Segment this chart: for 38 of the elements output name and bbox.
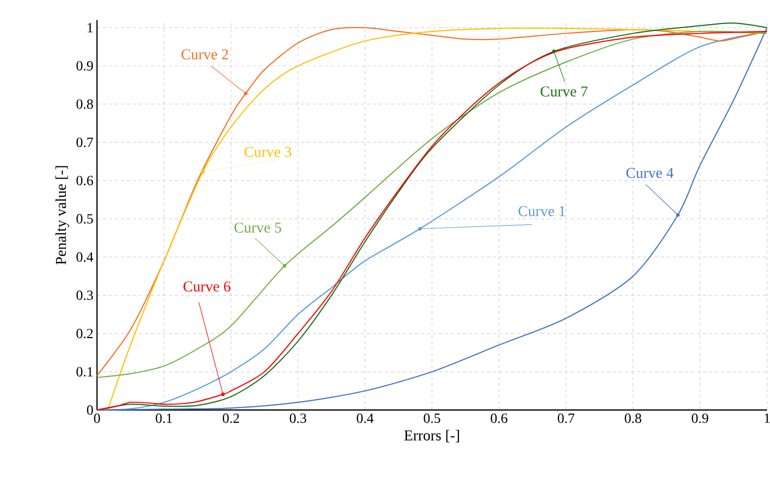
y-tick-label: 0.5 <box>76 214 93 224</box>
text: Curve 6 <box>184 281 230 292</box>
x-tick-label: 0.2 <box>222 414 239 424</box>
series-label: Curve 3 <box>244 146 292 157</box>
point <box>676 213 680 217</box>
x-tick-label: 0.3 <box>290 414 306 424</box>
y-tick-label: 0.7 <box>76 138 94 148</box>
y-tick-label: 0.8 <box>76 99 93 109</box>
point <box>552 50 556 54</box>
y-axis-title: Penalty value [-] <box>55 166 70 265</box>
x-tick-label: 0.9 <box>692 414 708 424</box>
y-tick-label: 1 <box>88 23 93 32</box>
y-tick-label: 0.6 <box>76 176 94 186</box>
text: Curve 2 <box>182 49 228 60</box>
series-label: Curve 5 <box>234 222 282 233</box>
legend-label: Curve 7 <box>540 86 588 97</box>
text: Curve 1 <box>518 206 565 216</box>
y-tick-label: 0.2 <box>76 328 93 338</box>
x-tick-label: 0.8 <box>624 414 642 424</box>
point <box>221 392 225 396</box>
point <box>201 170 205 174</box>
x-tick-label: 1 <box>764 414 770 423</box>
y-tick-label: 0.1 <box>76 367 93 377</box>
y-tick-label: 0.4 <box>76 252 94 262</box>
series-label: Curve 4 <box>626 168 674 178</box>
point <box>244 92 248 96</box>
y-tick-label: 0.9 <box>76 61 93 71</box>
x-tick-label: 0.6 <box>490 414 508 424</box>
y-tick-label: 0 <box>87 405 93 415</box>
x-tick-label: 0.4 <box>356 414 374 424</box>
x-tick-label: 0.7 <box>558 414 574 424</box>
x-tick-label: 0 <box>94 414 100 423</box>
x-tick-label: 0.1 <box>156 414 172 424</box>
x-tick-label: 0.5 <box>424 414 440 424</box>
y-tick-label: 0.3 <box>76 290 93 300</box>
x-axis-title: Errors [-] <box>404 430 459 442</box>
point <box>418 226 422 231</box>
point <box>282 264 286 268</box>
